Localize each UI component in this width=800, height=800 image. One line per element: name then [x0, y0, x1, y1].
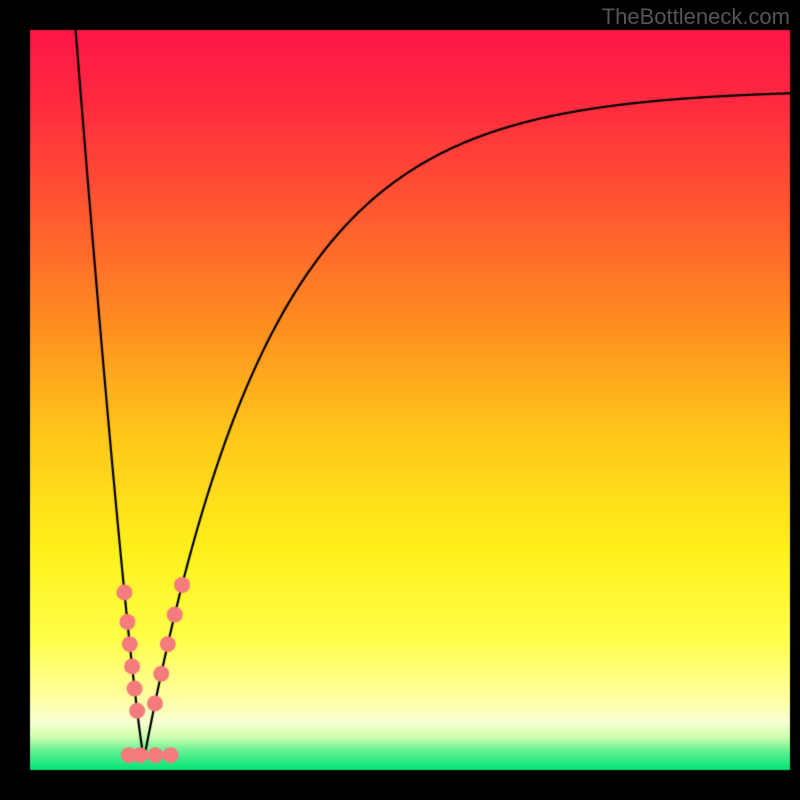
bottleneck-chart-canvas — [0, 0, 800, 800]
chart-stage: TheBottleneck.com — [0, 0, 800, 800]
